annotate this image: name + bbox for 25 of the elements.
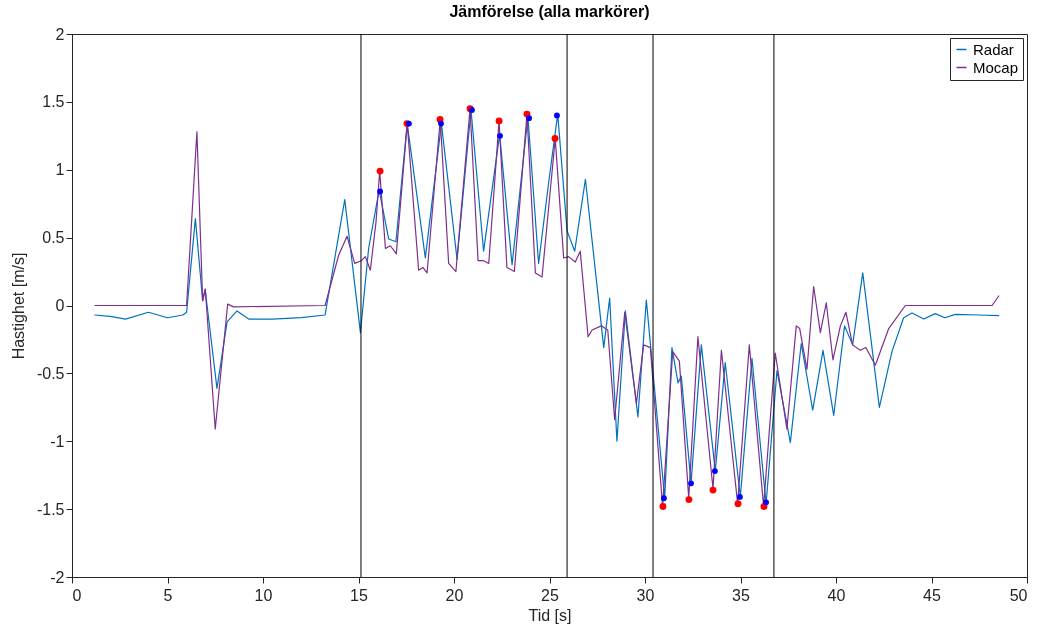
x-tick-label: 35 — [732, 586, 750, 604]
y-tick-label: -1.5 — [36, 500, 65, 518]
legend-label: Radar — [973, 40, 1014, 58]
x-tick-label: 5 — [163, 586, 173, 604]
y-tick-label: 1.5 — [42, 93, 65, 111]
x-tick-label: 0 — [72, 586, 82, 604]
y-tick-label: -1 — [50, 432, 65, 450]
y-tick-label: 0.5 — [42, 229, 65, 247]
y-tick-label: 2 — [55, 25, 65, 43]
y-tick-label: -2 — [50, 568, 65, 586]
x-tick-label: 20 — [445, 586, 464, 604]
y-tick-label: 0 — [55, 297, 65, 314]
y-tick-label: -0.5 — [36, 364, 65, 382]
x-tick-label: 10 — [254, 586, 273, 604]
x-tick-label: 50 — [1009, 586, 1028, 604]
x-axis-title: Tid [s] — [528, 606, 572, 624]
x-tick-label: 30 — [636, 586, 655, 604]
legend-label: Mocap — [973, 58, 1019, 76]
x-tick-label: 15 — [350, 586, 368, 604]
x-tick-label: 40 — [827, 586, 846, 604]
y-tick-label: 1 — [55, 161, 65, 179]
y-axis-title: Hastighet [m/s] — [9, 252, 27, 360]
x-tick-label: 25 — [541, 586, 559, 604]
chart-title: Jämförelse (alla markörer) — [449, 3, 650, 20]
x-tick-label: 45 — [923, 586, 941, 604]
